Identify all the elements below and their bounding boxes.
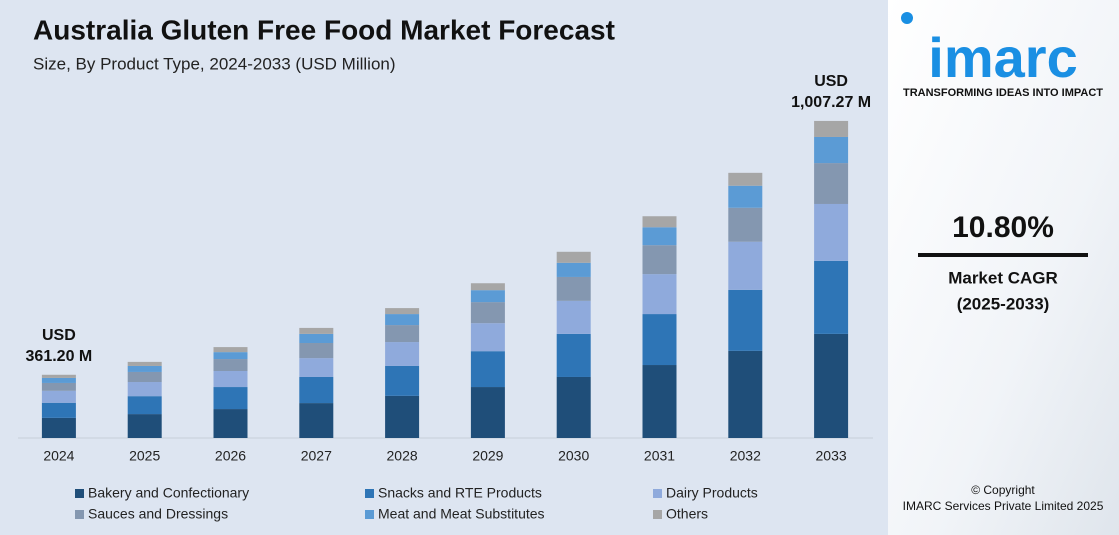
x-tick-label: 2025 (129, 448, 160, 464)
bar-segment (642, 216, 677, 228)
bar-segment (213, 409, 248, 438)
chart-subtitle: Size, By Product Type, 2024-2033 (USD Mi… (33, 54, 396, 73)
bar-segment (814, 260, 849, 334)
annotation: 1,007.27 M (791, 94, 871, 111)
bar-segment (470, 387, 505, 438)
x-tick-label: 2027 (301, 448, 332, 464)
chart-title: Australia Gluten Free Food Market Foreca… (33, 14, 615, 45)
bar-segment (470, 290, 505, 303)
x-tick-label: 2031 (644, 448, 675, 464)
bar-segment (556, 276, 591, 301)
legend-label: Snacks and RTE Products (378, 485, 542, 501)
bar-segment (299, 333, 334, 344)
bar-segment (385, 314, 420, 326)
bar-segment (41, 382, 76, 391)
bar-segment (642, 274, 677, 315)
x-tick-label: 2030 (558, 448, 589, 464)
bar-segment (814, 203, 849, 261)
annotation: 361.20 M (26, 348, 93, 365)
legend-label: Bakery and Confectionary (88, 485, 249, 501)
bar-segment (385, 365, 420, 396)
legend-label: Dairy Products (666, 485, 758, 501)
bar-segment (41, 374, 76, 378)
legend-swatch (365, 510, 374, 519)
legend-swatch (75, 489, 84, 498)
bar-segment (385, 325, 420, 343)
bar-segment (213, 359, 248, 372)
bar-segment (385, 395, 420, 438)
legend-label: Others (666, 506, 708, 522)
bar-segment (642, 227, 677, 246)
legend-swatch (653, 489, 662, 498)
bar-segment (556, 262, 591, 277)
bar-segment (299, 327, 334, 334)
bar-segment (127, 382, 162, 397)
bar-segment (728, 185, 763, 208)
bar-segment (470, 351, 505, 388)
annotation: USD (42, 327, 76, 344)
logo-dot (901, 12, 913, 24)
bar-segment (470, 323, 505, 352)
bar-segment (127, 396, 162, 415)
bar-segment (127, 414, 162, 438)
bar-segment (642, 314, 677, 366)
logo: imarc (928, 26, 1077, 89)
bar-segment (728, 172, 763, 186)
x-tick-label: 2033 (816, 448, 847, 464)
bar-segment (728, 350, 763, 438)
legend-label: Sauces and Dressings (88, 506, 228, 522)
bar-segment (299, 403, 334, 438)
company: IMARC Services Private Limited 2025 (903, 499, 1104, 513)
bar-segment (470, 283, 505, 291)
bar-segment (41, 417, 76, 438)
bar-segment (299, 343, 334, 359)
bar-segment (385, 308, 420, 315)
x-tick-label: 2029 (472, 448, 503, 464)
legend-swatch (365, 489, 374, 498)
annotation: USD (814, 73, 848, 90)
bar-segment (814, 163, 849, 204)
bar-segment (299, 376, 334, 404)
bar-segment (642, 245, 677, 275)
bar-segment (127, 361, 162, 366)
bar-segment (556, 251, 591, 263)
cagr-label: Market CAGR (948, 268, 1058, 287)
copyright: © Copyright (971, 483, 1035, 497)
tagline: TRANSFORMING IDEAS INTO IMPACT (903, 87, 1103, 99)
x-tick-label: 2024 (43, 448, 74, 464)
bar-segment (814, 333, 849, 438)
bar-segment (213, 371, 248, 388)
bar-segment (41, 390, 76, 403)
bar-segment (556, 376, 591, 438)
bar-segment (385, 342, 420, 366)
legend-swatch (653, 510, 662, 519)
bar-segment (127, 371, 162, 383)
bar-segment (41, 402, 76, 418)
legend-swatch (75, 510, 84, 519)
x-tick-label: 2032 (730, 448, 761, 464)
bar-segment (728, 241, 763, 290)
x-tick-label: 2026 (215, 448, 246, 464)
bar-segment (556, 300, 591, 334)
bar-segment (213, 387, 248, 410)
sidebar-background (888, 0, 1119, 535)
bar-segment (814, 136, 849, 164)
bar-segment (556, 333, 591, 377)
legend-label: Meat and Meat Substitutes (378, 506, 545, 522)
bar-segment (470, 302, 505, 324)
bar-segment (728, 289, 763, 351)
bar-segment (642, 365, 677, 438)
bar-segment (213, 347, 248, 353)
bar-segment (41, 377, 76, 383)
bar-segment (814, 120, 849, 137)
cagr-value: 10.80% (952, 211, 1054, 244)
x-tick-label: 2028 (387, 448, 418, 464)
cagr-period: (2025-2033) (957, 294, 1050, 313)
bar-segment (213, 352, 248, 360)
bar-segment (728, 207, 763, 242)
bar-segment (127, 365, 162, 372)
bar-segment (299, 358, 334, 377)
